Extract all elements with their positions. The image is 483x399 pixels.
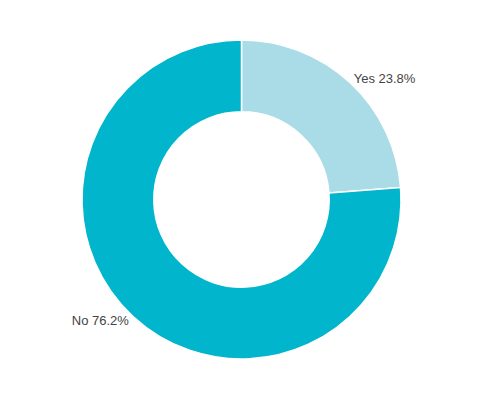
svg-text:Yes 23.8%: Yes 23.8% [354,71,416,86]
svg-text:No 76.2%: No 76.2% [72,313,130,328]
